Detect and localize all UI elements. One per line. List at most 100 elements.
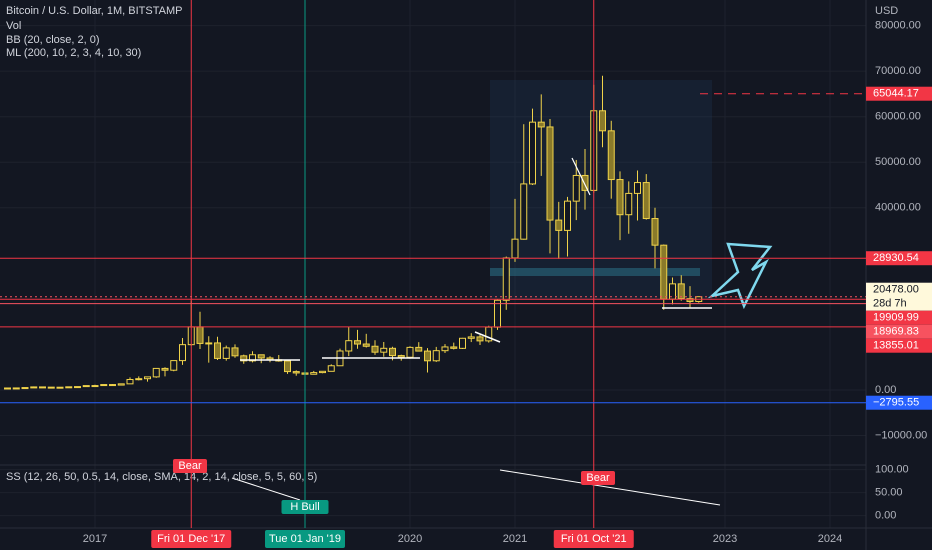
signal-label: H Bull (290, 501, 319, 513)
date-tag (151, 530, 232, 548)
date-tag-label: Tue 01 Jan '19 (269, 533, 341, 545)
candle-body (441, 346, 449, 352)
candle-body (677, 283, 685, 300)
candle-body (371, 345, 379, 353)
level-label: 65044.17 (873, 88, 919, 100)
signal-label: Bear (178, 460, 202, 472)
y-tick-label: −10000.00 (875, 429, 927, 441)
y-tick-label: 0.00 (875, 384, 896, 396)
level-tag (866, 251, 932, 266)
candle-body (135, 378, 143, 381)
date-tag-label: Fri 01 Oct '21 (561, 533, 627, 545)
y-tick-label: 70000.00 (875, 65, 921, 77)
candle-body (686, 298, 694, 302)
level-label: −2795.55 (873, 397, 919, 409)
candle-body (415, 346, 423, 352)
level-label: 13855.01 (873, 340, 919, 352)
candle-body (616, 179, 624, 216)
candle-body (546, 126, 554, 221)
candle-body (345, 340, 353, 352)
candle-body (65, 386, 73, 389)
y-tick-label: 100.00 (875, 464, 909, 476)
candle-body (39, 386, 46, 389)
candle-body (179, 344, 186, 362)
candle-body (196, 326, 204, 344)
candle-body (494, 299, 501, 328)
candle-body (502, 257, 510, 301)
candle-body (625, 192, 633, 216)
candle-body (292, 371, 300, 374)
trend-line (571, 157, 591, 196)
candle-body (144, 376, 151, 380)
candle-body (634, 182, 641, 194)
candle-body (362, 343, 370, 347)
x-tick-label: 2017 (83, 533, 107, 545)
signal-label: Bear (586, 472, 610, 484)
level-tag (866, 338, 932, 353)
candle-body (310, 372, 318, 375)
oscillator-title: SS (12, 26, 50, 0.5, 14, close, SMA, 14,… (6, 471, 317, 483)
candle-body (607, 130, 615, 181)
candle-body (467, 336, 475, 339)
candle-body (459, 337, 466, 349)
candle-body (152, 367, 160, 378)
candle-body (91, 385, 99, 388)
candle-body (380, 347, 388, 353)
candle-body (651, 218, 659, 246)
candle-body (406, 346, 414, 358)
candle-body (12, 387, 20, 390)
candle-body (476, 336, 484, 342)
y-tick-label: 40000.00 (875, 202, 921, 214)
x-tick-label: 2021 (503, 533, 527, 545)
candle-body (511, 238, 519, 259)
level-label: 28930.54 (873, 252, 919, 264)
indicator-label: BB (20, close, 2, 0) (6, 34, 100, 46)
last-price-label: 20478.00 (873, 284, 919, 296)
drawings (231, 157, 773, 506)
date-tag (265, 530, 345, 548)
candle-body (100, 384, 108, 387)
candle-body (249, 354, 256, 362)
candle-body (231, 347, 239, 357)
zone (490, 268, 700, 276)
level-tag (866, 395, 932, 410)
level-label: 19909.99 (873, 312, 919, 324)
candle-body (56, 386, 64, 389)
y-tick-label: 60000.00 (875, 111, 921, 123)
currency: USD (875, 5, 898, 17)
candle-body (4, 387, 11, 390)
candle-body (109, 384, 116, 387)
candle-body (389, 347, 396, 357)
candle-body (257, 354, 265, 359)
candle-body (520, 183, 528, 240)
candle-body (47, 386, 55, 389)
candle-body (74, 386, 81, 389)
y-tick-label: 0.00 (875, 509, 896, 521)
y-tick-label: 80000.00 (875, 20, 921, 32)
candle-body (205, 342, 213, 345)
candle-body (564, 200, 571, 231)
candle-body (170, 360, 178, 371)
level-label: 18969.83 (873, 326, 919, 338)
candle-body (222, 347, 230, 359)
trend-line (499, 469, 721, 506)
candle-body (537, 121, 545, 128)
candle-body (397, 355, 405, 358)
candle-body (450, 346, 458, 349)
candle-body (82, 385, 90, 388)
signal-tag (173, 459, 207, 473)
y-tick-label: 50.00 (875, 486, 903, 498)
level-tag (866, 310, 932, 325)
candle-body (572, 174, 580, 202)
candle-body (529, 121, 536, 185)
candle-body (21, 387, 29, 390)
signal-tag (581, 471, 615, 485)
date-tag-label: Fri 01 Dec '17 (157, 533, 225, 545)
signal-tag (281, 500, 329, 514)
indicator-label: Vol (6, 20, 21, 32)
grid (0, 0, 866, 528)
trend-line (231, 477, 301, 501)
x-tick-label: 2024 (818, 533, 842, 545)
